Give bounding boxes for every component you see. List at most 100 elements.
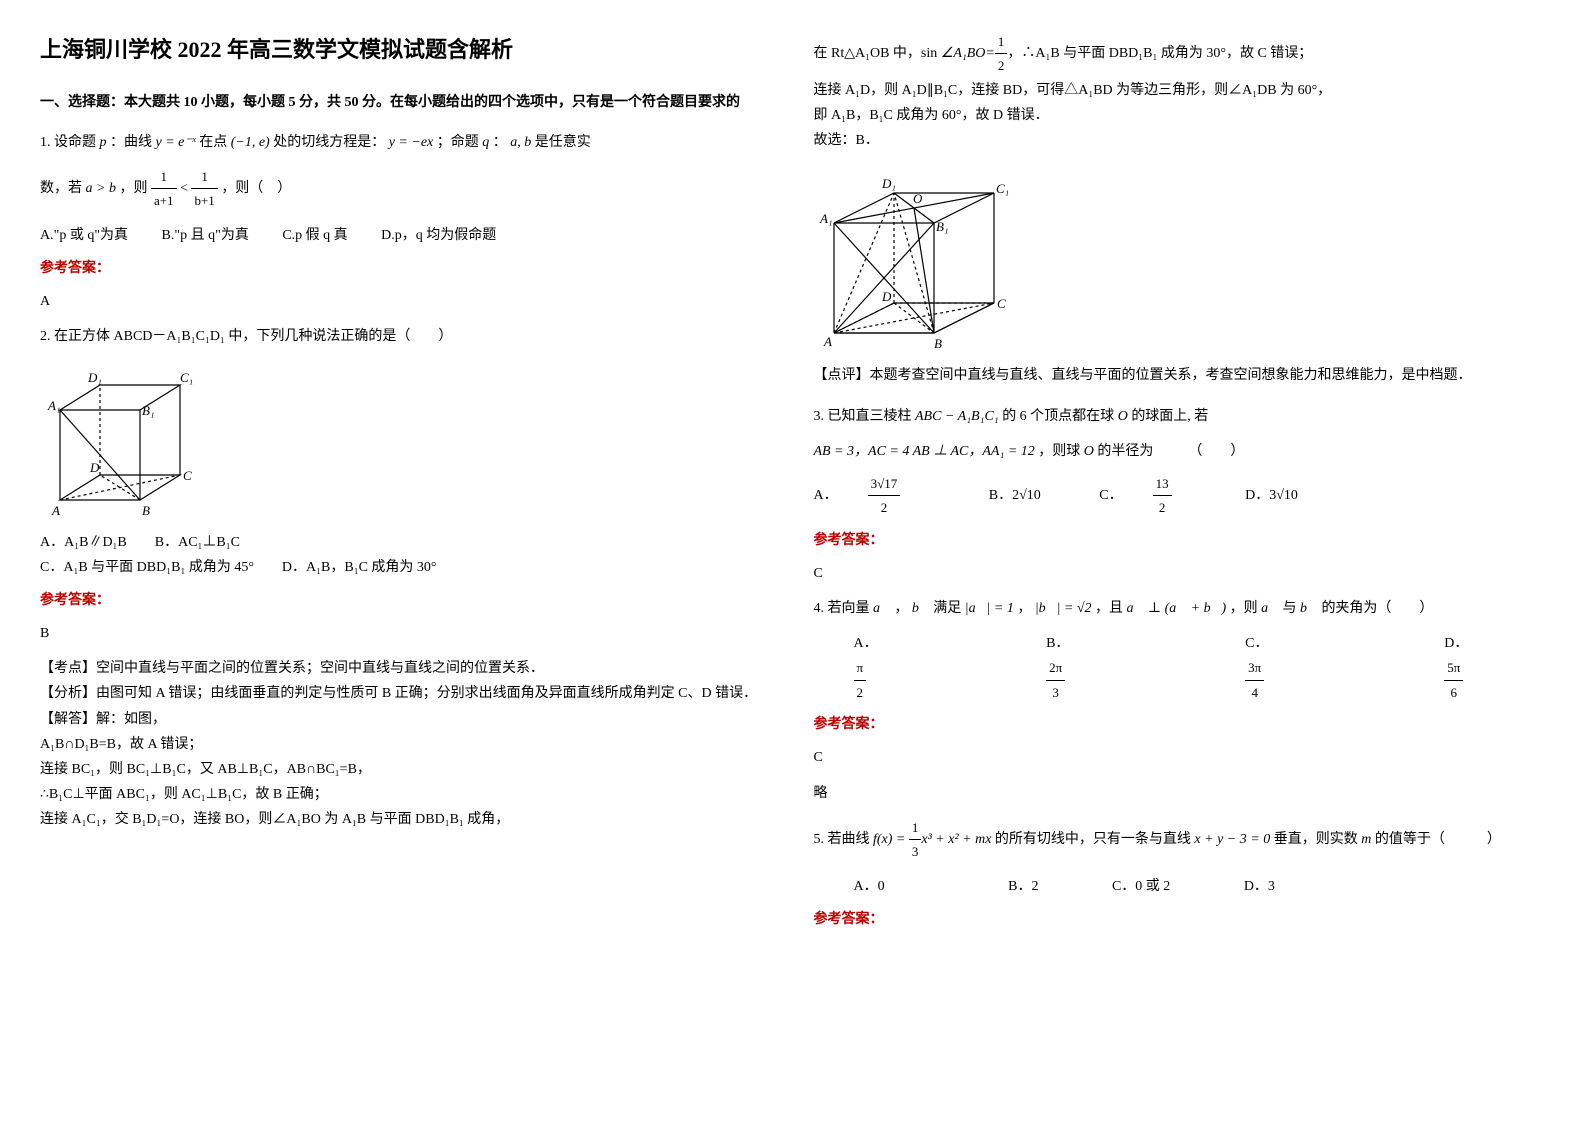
q3-ca-frac: 3√17 2 xyxy=(868,472,931,520)
q3-sphere2: O xyxy=(1084,444,1094,459)
q3-b: 的 6 个顶点都在球 xyxy=(1002,409,1114,424)
c2l1a: 在 Rt△A₁OB 中，sin xyxy=(814,46,938,61)
q3-a: 3. 已知直三棱柱 xyxy=(814,409,912,424)
q4-choices: A．π2 B．2π3 C．3π4 D．5π6 xyxy=(814,631,1548,704)
q1-tangent: y = −ex xyxy=(389,135,434,150)
q4cb-num: 2π xyxy=(1046,656,1065,680)
question-3: 3. 已知直三棱柱 ABC − A₁B₁C₁ 的 6 个顶点都在球 O 的球面上… xyxy=(814,404,1548,429)
q5-ca: A．0 xyxy=(854,879,885,894)
q3-d: ，则球 xyxy=(1038,444,1080,459)
q4cc-den: 4 xyxy=(1245,681,1264,704)
q1-text: 1. 设命题 xyxy=(40,135,96,150)
q4cc-frac: 3π4 xyxy=(1245,656,1294,704)
q4-veca: a⃗ xyxy=(873,601,891,616)
label-C: C xyxy=(183,468,192,483)
section-header: 一、选择题：本大题共 10 小题，每小题 5 分，共 50 分。在每小题给出的四… xyxy=(40,90,774,115)
q1-choice-a: A."p 或 q"为真 xyxy=(40,228,128,243)
q4-c1: ， xyxy=(894,601,908,616)
q3-answer: C xyxy=(814,561,1548,586)
q4cd-den: 6 xyxy=(1444,681,1463,704)
q3-prism: ABC − A₁B₁C₁ xyxy=(915,409,999,424)
q5-func-b: x³ + x² + mx xyxy=(921,832,991,847)
question-1: 1. 设命题 p ：曲线 y = e⁻ˣ 在点 (−1, e) 处的切线方程是：… xyxy=(40,130,774,155)
q1-choice-c: C.p 假 q 真 xyxy=(282,228,347,243)
q5-m: m xyxy=(1361,832,1371,847)
answer-label-2: 参考答案： xyxy=(40,588,774,613)
q5-d: 的值等于（ ） xyxy=(1375,832,1501,847)
solve-label: 【解答】 xyxy=(40,712,96,727)
q4-vecb2: b⃗ xyxy=(1300,601,1318,616)
c2l1b: ∠A₁BO= xyxy=(941,46,995,61)
c2-frac-den: 2 xyxy=(995,54,1008,77)
label-A1: A₁ xyxy=(47,398,60,413)
d2-C: C xyxy=(997,296,1006,311)
analysis-text: 空间中直线与平面之间的位置关系；空间中直线与直线之间的位置关系． xyxy=(96,661,544,676)
q3-cb: B．2√10 xyxy=(989,488,1041,503)
q1-choices: A."p 或 q"为真 B."p 且 q"为真 C.p 假 q 真 D.p，q … xyxy=(40,223,774,248)
q5-frac-den: 3 xyxy=(909,840,922,863)
q3-ca-den: 2 xyxy=(868,496,901,519)
q4cd-pre: D． xyxy=(1444,636,1468,651)
q4-omit: 略 xyxy=(814,781,1548,806)
q5-b: 的所有切线中，只有一条与直线 xyxy=(995,832,1191,847)
comment: 【点评】本题考查空间中直线与直线、直线与平面的位置关系，考查空间想象能力和思维能… xyxy=(814,363,1548,388)
d2-B: B xyxy=(934,336,942,351)
q4-te: 的夹角为（ ） xyxy=(1321,601,1433,616)
q3-cc-num: 13 xyxy=(1153,472,1172,496)
q4ca-num: π xyxy=(854,656,867,680)
q3-ca-pre: A． xyxy=(814,488,838,503)
q4-tc: ，则 xyxy=(1230,601,1258,616)
q1-choice-b: B."p 且 q"为真 xyxy=(162,228,249,243)
d2-D1: D₁ xyxy=(881,176,896,191)
q5-cb: B．2 xyxy=(1008,879,1038,894)
c2l1c: ，∴A₁B 与平面 DBD₁B₁ 成角为 30°，故 C 错误； xyxy=(1007,46,1312,61)
analysis2-label: 【分析】 xyxy=(40,686,96,701)
label-A: A xyxy=(51,503,60,518)
q1-frac1: 1 a+1 xyxy=(151,165,177,213)
c2-frac: 1 2 xyxy=(995,30,1008,78)
q2-line1: A₁B∩D₁B=B，故 A 错误； xyxy=(40,732,774,757)
q1-p: p xyxy=(100,135,107,150)
q4cb-den: 3 xyxy=(1046,681,1065,704)
q1-ab: a, b xyxy=(510,135,531,150)
q1-answer: A xyxy=(40,289,774,314)
label-B1: B₁ xyxy=(142,403,154,418)
q5-cc: C．0 或 2 xyxy=(1112,879,1170,894)
q5-a: 5. 若曲线 xyxy=(814,832,870,847)
q5-func-a: f(x) = xyxy=(873,832,909,847)
q4-choice-a: A．π2 xyxy=(854,631,927,704)
comment-text: 本题考查空间中直线与直线、直线与平面的位置关系，考查空间想象能力和思维能力，是中… xyxy=(870,368,1472,383)
q1-q: q xyxy=(482,135,489,150)
d2-D: D xyxy=(881,289,892,304)
d2-A: A xyxy=(823,334,832,349)
q3-cd: D．3√10 xyxy=(1245,488,1298,503)
q1-text3: 在点 xyxy=(199,135,227,150)
d2-C1: C₁ xyxy=(996,181,1009,196)
q4-vecb: b⃗ xyxy=(912,601,930,616)
q4cb-pre: B． xyxy=(1046,636,1069,651)
q3-ca-num: 3√17 xyxy=(868,472,901,496)
cube-diagram-1: A B C D A₁ B₁ C₁ D₁ xyxy=(40,360,774,520)
label-D1: D₁ xyxy=(87,370,102,385)
q2-line3: ∴B₁C⊥平面 ABC₁，则 AC₁⊥B₁C，故 B 正确； xyxy=(40,782,774,807)
q1-point: (−1, e) xyxy=(231,135,270,150)
analysis-label: 【考点】 xyxy=(40,661,96,676)
q4-choice-b: B． 2π3 xyxy=(1046,631,1125,704)
q4cc-num: 3π xyxy=(1245,656,1264,680)
q1-l2c: ，则（ ） xyxy=(221,181,291,196)
q3-cond: AB = 3，AC = 4 AB ⊥ AC，AA₁ = 12 xyxy=(814,444,1035,459)
q1-frac1-num: 1 xyxy=(151,165,177,189)
answer-label-4: 参考答案： xyxy=(814,712,1548,737)
q1-frac2-num: 1 xyxy=(191,165,217,189)
q5-choices: A．0 B．2 C．0 或 2 D．3 xyxy=(814,874,1548,899)
cube-diagram-2: A B C D A₁ B₁ C₁ D₁ O xyxy=(814,163,1548,353)
q1-text5: ；命题 xyxy=(437,135,479,150)
q2-line4: 连接 A₁C₁，交 B₁D₁=O，连接 BO，则∠A₁BO 为 A₁B 与平面 … xyxy=(40,807,774,832)
q3-cc-den: 2 xyxy=(1153,496,1172,519)
label-B: B xyxy=(142,503,150,518)
q4-cond1: |a⃗| = 1 xyxy=(965,601,1014,616)
q5-frac: 1 3 xyxy=(909,816,922,864)
q4cb-frac: 2π3 xyxy=(1046,656,1095,704)
q3-choices: A． 3√17 2 B．2√10 C． 13 2 D．3√10 xyxy=(814,472,1548,520)
col2-line2: 连接 A₁D，则 A₁D∥B₁C，连接 BD，可得△A₁BD 为等边三角形，则∠… xyxy=(814,78,1548,103)
